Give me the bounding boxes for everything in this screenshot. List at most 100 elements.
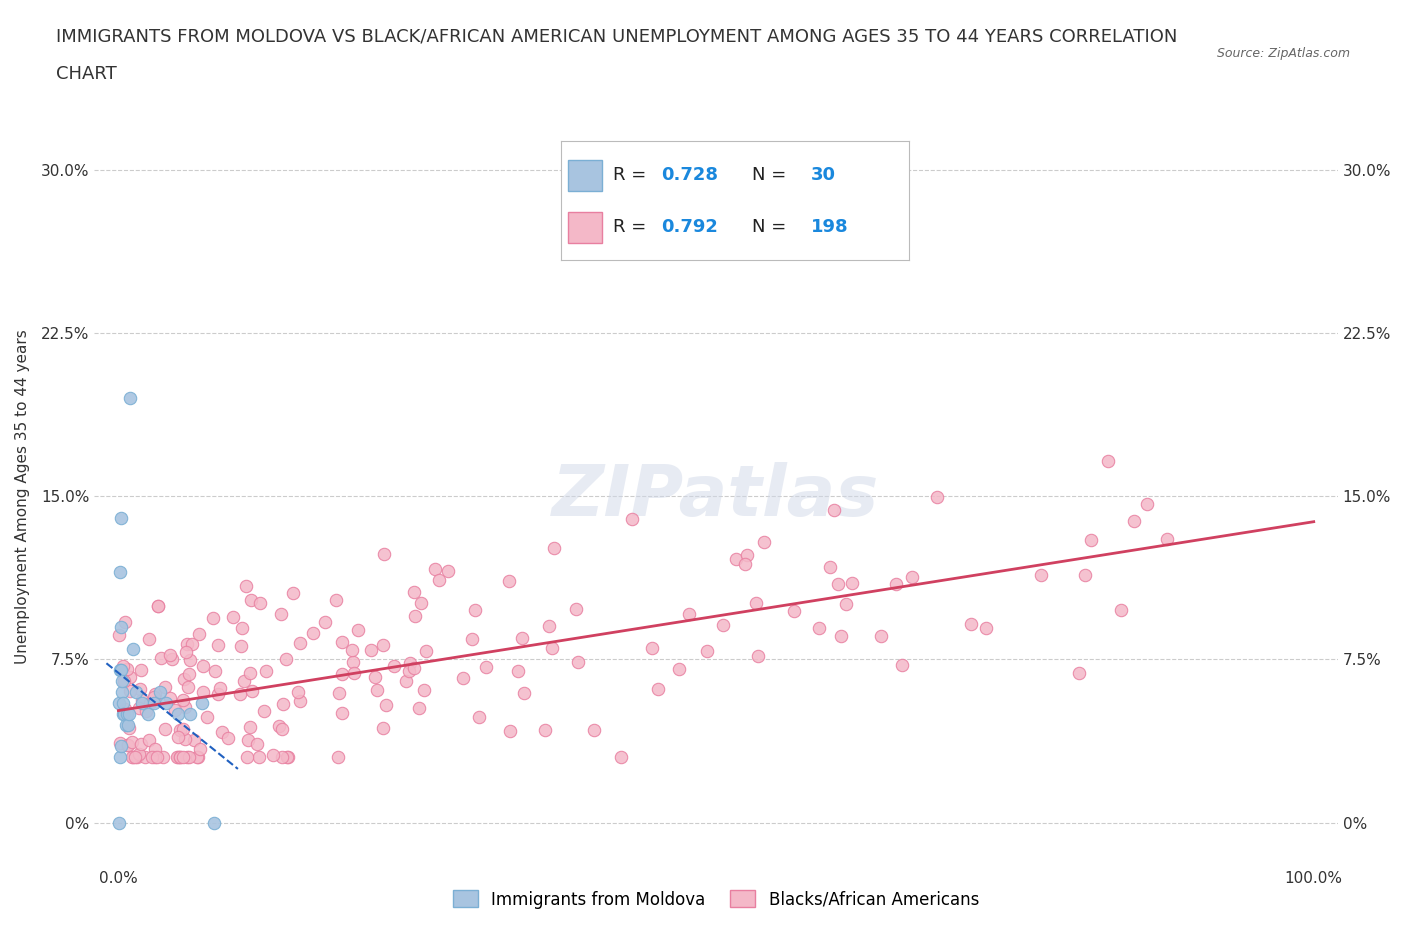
Y-axis label: Unemployment Among Ages 35 to 44 years: Unemployment Among Ages 35 to 44 years xyxy=(15,329,30,664)
Text: Source: ZipAtlas.com: Source: ZipAtlas.com xyxy=(1216,46,1350,60)
Point xyxy=(270,722,292,737)
Point xyxy=(427,572,450,587)
Point xyxy=(364,670,387,684)
Point xyxy=(283,586,305,601)
Point xyxy=(136,707,159,722)
Point xyxy=(148,599,170,614)
Point xyxy=(174,644,197,659)
Point xyxy=(166,729,188,744)
Point xyxy=(169,723,191,737)
Point xyxy=(155,696,177,711)
Point xyxy=(139,696,162,711)
Point xyxy=(328,750,350,764)
Point xyxy=(373,547,395,562)
Point xyxy=(108,565,131,580)
Point xyxy=(125,684,148,699)
Point xyxy=(513,685,536,700)
Point xyxy=(169,750,191,764)
Point xyxy=(159,647,181,662)
Point xyxy=(744,595,766,610)
Point xyxy=(217,731,239,746)
Point xyxy=(262,747,284,762)
Point xyxy=(110,663,132,678)
Point xyxy=(498,573,520,588)
Point xyxy=(195,710,218,724)
Point xyxy=(1080,533,1102,548)
Point xyxy=(191,696,214,711)
Point xyxy=(114,614,136,629)
Point xyxy=(382,658,405,673)
Point xyxy=(108,696,131,711)
Point xyxy=(153,722,176,737)
Point xyxy=(231,620,253,635)
Point xyxy=(404,608,426,623)
Point xyxy=(747,649,769,664)
Point xyxy=(118,707,141,722)
Point xyxy=(108,736,131,751)
Point xyxy=(870,629,893,644)
Point xyxy=(371,721,394,736)
Point xyxy=(121,735,143,750)
Point xyxy=(1111,603,1133,618)
Text: IMMIGRANTS FROM MOLDOVA VS BLACK/AFRICAN AMERICAN UNEMPLOYMENT AMONG AGES 35 TO : IMMIGRANTS FROM MOLDOVA VS BLACK/AFRICAN… xyxy=(56,28,1178,46)
Point xyxy=(114,701,136,716)
Point xyxy=(108,750,131,764)
Point xyxy=(111,673,134,688)
Point xyxy=(374,698,396,712)
Point xyxy=(325,592,347,607)
Point xyxy=(247,750,270,764)
Point xyxy=(820,559,842,574)
Point xyxy=(108,815,131,830)
Point xyxy=(112,673,135,688)
Point xyxy=(204,664,226,679)
Point xyxy=(114,717,136,732)
Point xyxy=(187,750,209,764)
Point xyxy=(174,699,197,714)
Point xyxy=(232,674,254,689)
Point xyxy=(246,737,269,751)
Text: ZIPatlas: ZIPatlas xyxy=(553,462,880,531)
Point xyxy=(166,750,188,764)
Point xyxy=(453,671,475,685)
Point xyxy=(404,660,426,675)
Point xyxy=(342,655,364,670)
Point xyxy=(830,628,852,643)
Point xyxy=(117,717,139,732)
Point xyxy=(125,750,148,764)
Point xyxy=(314,614,336,629)
Point xyxy=(342,643,364,658)
Point xyxy=(120,670,142,684)
Point xyxy=(270,606,292,621)
Point xyxy=(290,635,312,650)
Point xyxy=(959,617,981,631)
Point xyxy=(211,725,233,740)
Point xyxy=(129,663,152,678)
Point xyxy=(1156,531,1178,546)
Point xyxy=(179,653,201,668)
Point xyxy=(287,684,309,699)
Point xyxy=(129,682,152,697)
Point xyxy=(128,747,150,762)
Point xyxy=(172,750,194,764)
Point xyxy=(186,750,208,764)
Point xyxy=(120,684,142,698)
Point xyxy=(271,750,294,764)
Point xyxy=(191,684,214,699)
Point xyxy=(138,732,160,747)
Point xyxy=(464,602,486,617)
Point xyxy=(724,551,747,566)
Point xyxy=(111,663,134,678)
Point xyxy=(564,602,586,617)
Point xyxy=(121,750,143,764)
Point xyxy=(150,651,173,666)
Point xyxy=(128,700,150,715)
Point xyxy=(332,667,354,682)
Point xyxy=(108,663,131,678)
Point xyxy=(238,666,260,681)
Point xyxy=(271,697,294,711)
Point xyxy=(188,626,211,641)
Point xyxy=(534,723,557,737)
Point xyxy=(111,658,134,673)
Point xyxy=(411,595,433,610)
Point xyxy=(498,724,520,738)
